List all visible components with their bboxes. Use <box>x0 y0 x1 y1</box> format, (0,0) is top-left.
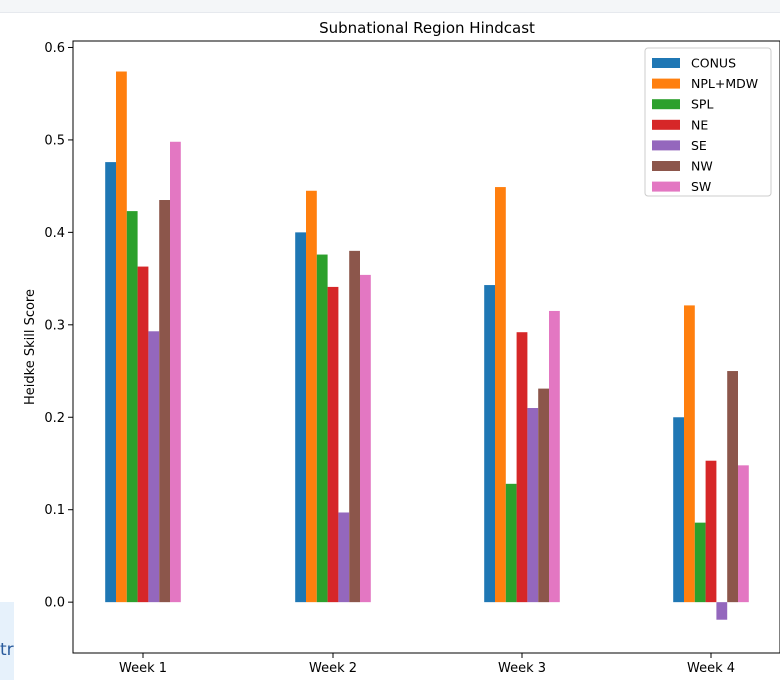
legend-swatch <box>652 78 680 89</box>
x-axis-ticks: Week 1 Week 2 Week 3 Week 4 <box>119 653 735 676</box>
bar-se-week-1 <box>148 331 160 603</box>
bar-ne-week-4 <box>705 460 717 603</box>
legend-swatch <box>652 119 680 130</box>
bar-se-week-4 <box>716 602 728 620</box>
bar-npl-mdw-week-2 <box>306 190 317 603</box>
y-axis-label: Heidke Skill Score <box>23 289 38 405</box>
x-tick-label: Week 1 <box>119 661 167 676</box>
bar-conus-week-2 <box>295 232 306 603</box>
bar-spl-week-4 <box>694 522 706 603</box>
bar-se-week-3 <box>527 408 539 603</box>
bar-sw-week-3 <box>549 310 560 603</box>
bar-ne-week-3 <box>516 332 528 603</box>
y-tick-label: 0.4 <box>44 226 65 241</box>
bar-conus-week-3 <box>484 285 495 603</box>
bar-sw-week-2 <box>360 274 371 603</box>
chart-title: Subnational Region Hindcast <box>319 19 535 37</box>
bar-nw-week-4 <box>727 371 738 603</box>
bar-conus-week-1 <box>105 162 116 603</box>
bar-nw-week-3 <box>538 388 549 603</box>
legend-swatch <box>652 161 680 171</box>
bar-se-week-2 <box>338 512 350 603</box>
bar-npl-mdw-week-1 <box>116 71 127 603</box>
bar-ne-week-2 <box>327 286 339 603</box>
x-tick-label: Week 4 <box>687 661 735 676</box>
side-panel <box>0 602 14 680</box>
bar-sw-week-4 <box>738 465 749 603</box>
top-toolbar-strip <box>0 0 780 13</box>
y-tick-label: 0.0 <box>44 596 65 611</box>
y-tick-label: 0.5 <box>44 133 65 148</box>
bars-layer <box>105 71 749 620</box>
legend-swatch <box>652 58 680 68</box>
x-tick-label: Week 2 <box>309 661 357 676</box>
bar-npl-mdw-week-3 <box>495 187 506 603</box>
legend-label: CONUS <box>691 56 736 71</box>
y-tick-label: 0.3 <box>44 318 65 333</box>
y-tick-label: 0.1 <box>44 503 65 518</box>
bar-conus-week-4 <box>673 417 684 603</box>
bar-spl-week-1 <box>126 211 138 603</box>
y-tick-label: 0.6 <box>44 41 65 56</box>
y-tick-label: 0.2 <box>44 411 65 426</box>
bar-spl-week-2 <box>316 254 328 603</box>
bar-spl-week-3 <box>505 483 517 603</box>
legend-label: NE <box>691 117 708 132</box>
legend-swatch <box>652 181 680 192</box>
legend-label: SW <box>691 179 711 194</box>
side-text-fragment: tr <box>0 640 14 660</box>
bar-ne-week-1 <box>137 266 149 603</box>
legend-swatch <box>652 140 680 151</box>
legend-label: NW <box>691 159 713 174</box>
y-axis-ticks: 0.0 0.1 0.2 0.3 0.4 0.5 0.6 <box>44 41 73 611</box>
bar-sw-week-1 <box>170 141 181 603</box>
legend-label: NPL+MDW <box>691 76 758 91</box>
legend-label: SE <box>691 138 707 153</box>
legend-swatch <box>652 99 680 110</box>
legend-label: SPL <box>691 97 713 112</box>
legend: CONUS NPL+MDW SPL NE SE NW SW <box>644 47 772 197</box>
bar-nw-week-2 <box>349 250 360 603</box>
bar-nw-week-1 <box>159 200 170 603</box>
bar-npl-mdw-week-4 <box>684 305 695 603</box>
x-tick-label: Week 3 <box>498 661 546 676</box>
